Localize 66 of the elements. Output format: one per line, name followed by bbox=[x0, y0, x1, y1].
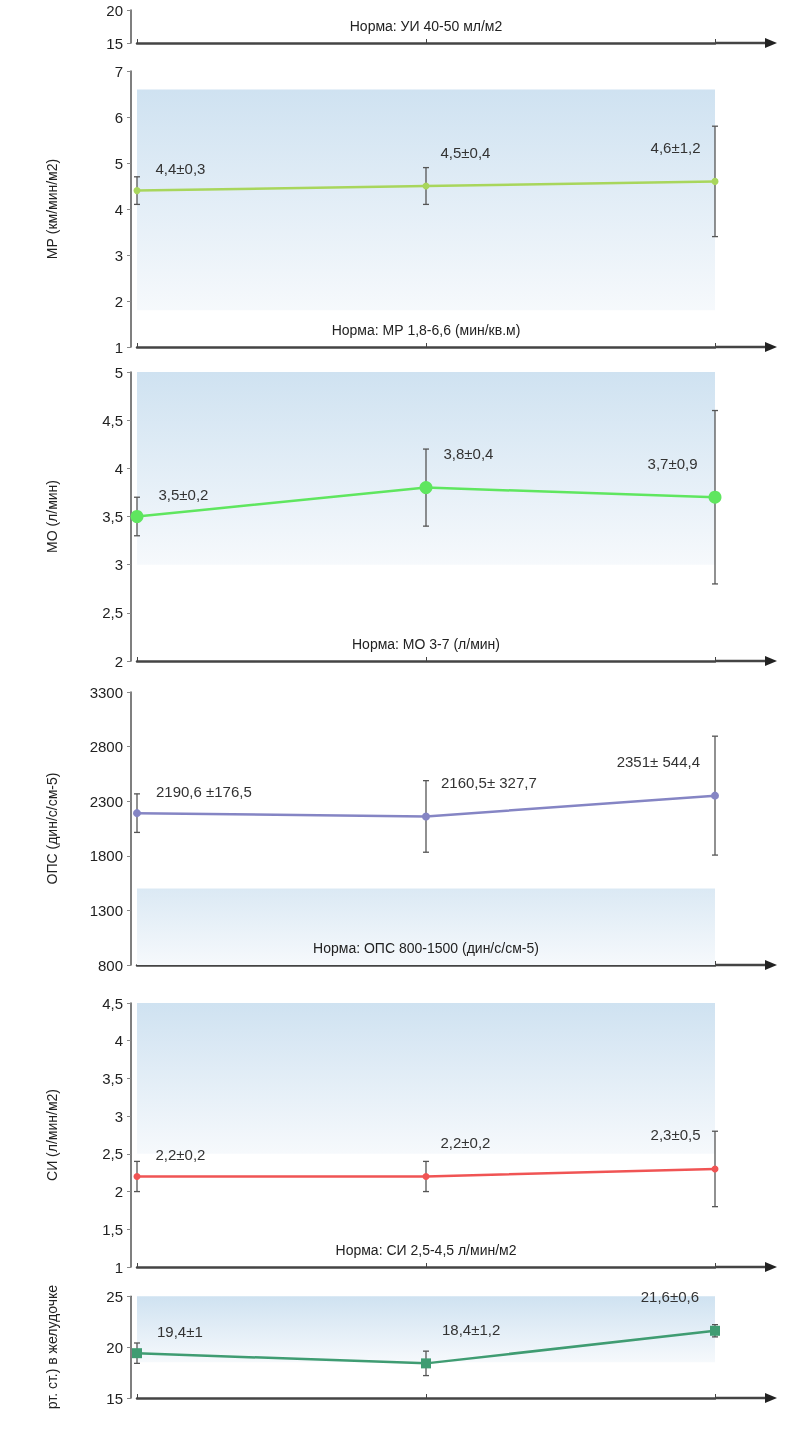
y-tick-label: 2 bbox=[114, 1183, 123, 1201]
point bbox=[421, 1358, 431, 1369]
annotation: Норма: ОПС 800-1500 (дин/с/см-5) bbox=[313, 940, 539, 956]
y-axis-title: МО (л/мин) bbox=[44, 479, 60, 554]
data-label: 2,3±0,5 bbox=[650, 1126, 701, 1144]
y-tick-label: 20 bbox=[106, 1, 123, 19]
y-tick-label: 6 bbox=[114, 108, 123, 126]
data-label: 3,5±0,2 bbox=[158, 486, 209, 503]
data-label: 3,8±0,4 bbox=[443, 445, 494, 463]
y-tick-label: 2,5 bbox=[102, 604, 123, 622]
annotation: Норма: МО 3-7 (л/мин) bbox=[352, 636, 500, 652]
y-tick-label: 2 bbox=[114, 292, 123, 310]
point bbox=[419, 481, 433, 495]
y-tick-label: 4 bbox=[114, 459, 123, 477]
y-tick-label: 1300 bbox=[89, 901, 123, 919]
y-tick-label: 20 bbox=[106, 1338, 123, 1356]
y-axis-title: МР (км/мин/м2) bbox=[44, 158, 60, 260]
y-tick-label: 1,5 bbox=[102, 1220, 123, 1238]
data-label: 2,2±0,2 bbox=[155, 1145, 206, 1163]
y-tick-label: 15 bbox=[106, 1389, 123, 1407]
y-tick-label: 3,5 bbox=[102, 508, 123, 525]
annotation: Норма: МР 1,8-6,6 (мин/кв.м) bbox=[331, 322, 521, 338]
y-tick-label: 5 bbox=[114, 363, 123, 381]
y-tick-label: 3300 bbox=[89, 683, 123, 701]
y-tick-label: 3 bbox=[114, 556, 123, 574]
data-label: 18,4±1,2 bbox=[442, 1320, 501, 1338]
y-tick-label: 25 bbox=[106, 1287, 123, 1305]
point bbox=[133, 809, 141, 818]
y-axis-title: СИ (л/мин/м2) bbox=[44, 1089, 60, 1181]
annotation: Норма: УИ 40-50 мл/м2 bbox=[349, 18, 503, 34]
data-label: 2190,6 ±176,5 bbox=[156, 782, 252, 800]
y-tick-label: 15 bbox=[106, 34, 123, 52]
y-axis-title: рт. ст.) в желудочке bbox=[44, 1284, 60, 1410]
y-tick-label: 5 bbox=[114, 154, 123, 172]
data-label: 19,4±1 bbox=[157, 1322, 203, 1340]
point bbox=[708, 490, 722, 504]
y-tick-label: 4 bbox=[114, 200, 123, 218]
data-label: 4,6±1,2 bbox=[650, 138, 701, 156]
data-label: 2,2±0,2 bbox=[440, 1133, 491, 1151]
data-label: 4,4±0,3 bbox=[155, 160, 206, 178]
y-tick-label: 2300 bbox=[89, 792, 123, 810]
y-tick-label: 4 bbox=[114, 1032, 123, 1050]
y-tick-label: 1 bbox=[114, 1258, 123, 1276]
y-tick-label: 800 bbox=[97, 956, 123, 974]
y-tick-label: 4,5 bbox=[102, 411, 123, 429]
data-label: 2160,5± 327,7 bbox=[441, 773, 537, 791]
y-tick-label: 7 bbox=[114, 62, 123, 80]
point bbox=[130, 510, 144, 523]
annotation: Норма: СИ 2,5-4,5 л/мин/м2 bbox=[335, 1242, 517, 1258]
point bbox=[711, 791, 719, 800]
y-tick-label: 3 bbox=[114, 1107, 123, 1125]
y-axis-title: ОПС (дин/с/см-5) bbox=[44, 772, 60, 885]
y-tick-label: 3,5 bbox=[102, 1069, 123, 1087]
y-tick-label: 1800 bbox=[89, 847, 123, 865]
data-label: 3,7±0,9 bbox=[647, 454, 698, 472]
y-tick-label: 1 bbox=[114, 338, 123, 356]
y-tick-label: 3 bbox=[114, 246, 123, 264]
data-label: 4,5±0,4 bbox=[440, 143, 491, 161]
point bbox=[132, 1348, 142, 1359]
y-tick-label: 2800 bbox=[89, 738, 123, 756]
y-tick-label: 2,5 bbox=[102, 1145, 123, 1163]
point bbox=[422, 812, 430, 821]
data-label: 21,6±0,6 bbox=[640, 1288, 699, 1306]
data-label: 2351± 544,4 bbox=[616, 753, 700, 771]
y-tick-label: 2 bbox=[114, 652, 123, 670]
y-tick-label: 4,5 bbox=[102, 994, 123, 1012]
